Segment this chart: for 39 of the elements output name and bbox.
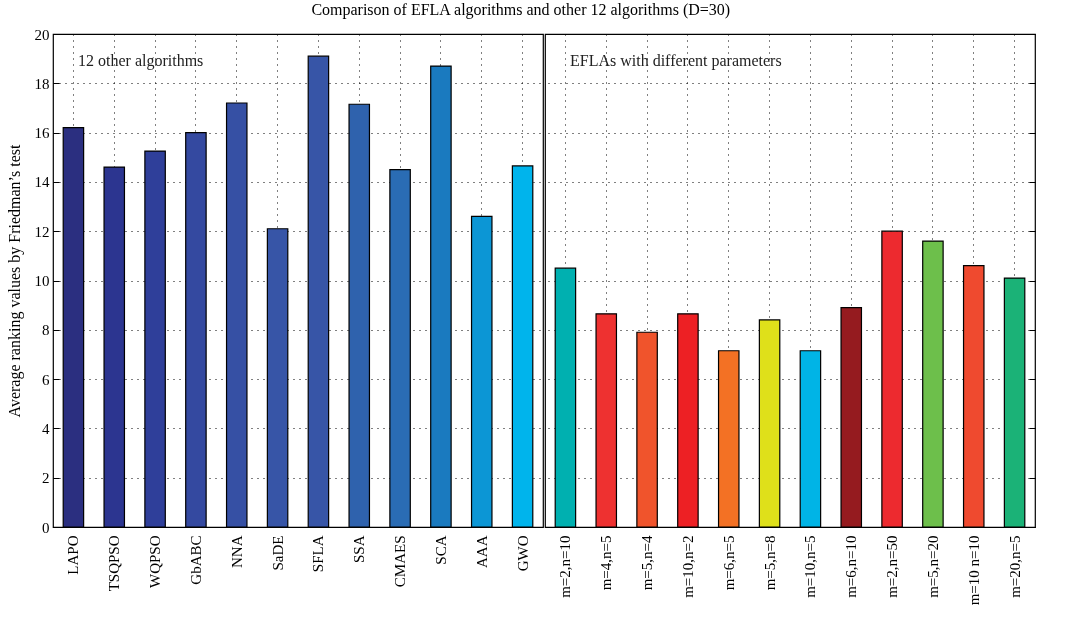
- y-tick-label: 14: [34, 174, 50, 191]
- x-tick-label: TSQPSO: [106, 535, 123, 592]
- y-tick-label: 6: [42, 371, 50, 388]
- x-tick-label: m=4,n=5: [598, 535, 615, 591]
- x-tick-label: m=10,n=2: [679, 535, 696, 598]
- x-tick-label: WQPSO: [147, 535, 164, 589]
- x-tick-label: m=10 n=10: [965, 535, 982, 606]
- x-tick-label: m=20,n=5: [1006, 535, 1023, 598]
- x-tick-label: SaDE: [269, 535, 286, 571]
- x-tick-label: SCA: [432, 535, 449, 565]
- annotation: 12 other algorithms: [78, 52, 204, 70]
- x-tick-label: CMAES: [392, 535, 409, 588]
- x-tick-label: SFLA: [310, 535, 327, 573]
- y-axis-title: Average ranking values by Friedman’s test: [5, 143, 24, 418]
- x-tick-label: m=2,n=10: [557, 535, 574, 598]
- x-tick-label: m=5,n=8: [761, 535, 778, 591]
- x-tick-label: m=5,n=20: [924, 535, 941, 598]
- y-tick-label: 2: [42, 470, 50, 487]
- y-tick-label: 0: [42, 519, 50, 536]
- x-tick-label: NNA: [228, 535, 245, 568]
- x-tick-label: m=5,n=4: [639, 535, 656, 591]
- x-tick-label: m=10,n=5: [802, 535, 819, 598]
- y-tick-label: 18: [34, 75, 50, 92]
- x-tick-label: m=2,n=50: [884, 535, 901, 598]
- y-tick-label: 20: [34, 26, 50, 43]
- y-tick-label: 4: [42, 420, 50, 437]
- x-tick-label: AAA: [473, 535, 490, 568]
- y-tick-label: 10: [34, 273, 50, 289]
- chart-title: Comparison of EFLA algorithms and other 12 algorithms (D=30): [311, 1, 731, 20]
- x-tick-label: m=6,n=10: [843, 535, 860, 598]
- x-tick-label: GbABC: [187, 535, 204, 585]
- x-tick-label: m=6,n=5: [720, 535, 737, 591]
- x-tick-label: GWO: [514, 535, 531, 572]
- y-tick-label: 12: [34, 223, 50, 240]
- x-tick-label: SSA: [351, 535, 368, 564]
- annotation: EFLAs with different parameters: [570, 52, 782, 70]
- x-tick-label: LAPO: [65, 535, 82, 575]
- y-tick-label: 8: [42, 322, 50, 339]
- y-tick-label: 16: [34, 125, 50, 142]
